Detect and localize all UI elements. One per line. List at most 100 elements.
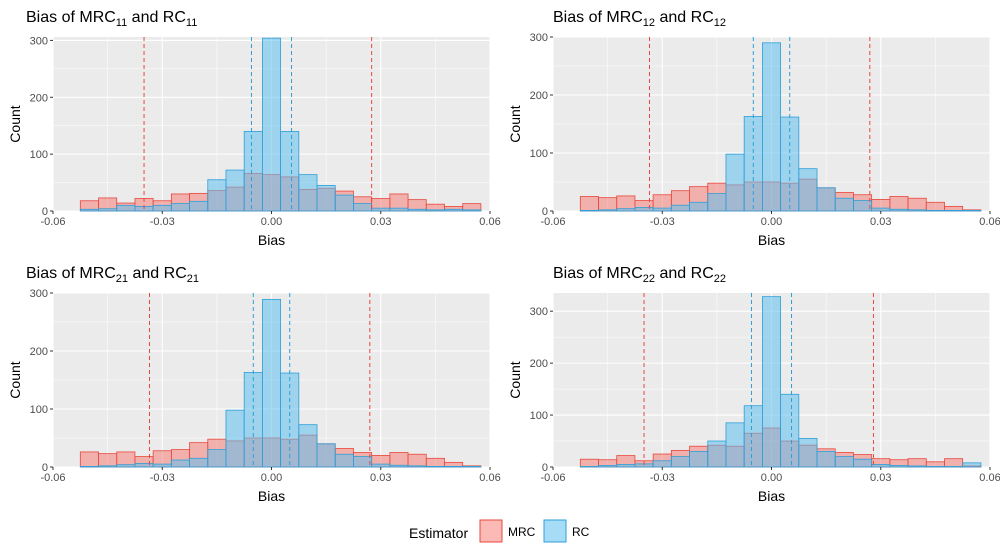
bar-rc — [462, 209, 482, 212]
legend-label-mrc: MRC — [508, 525, 536, 539]
x-tick-label: 0.06 — [979, 216, 1000, 228]
bar-mrc — [598, 197, 618, 212]
legend-label-rc: RC — [572, 525, 590, 539]
bar-rc — [834, 456, 854, 468]
bar-mrc — [389, 452, 409, 468]
x-tick-label: -0.06 — [40, 216, 65, 228]
y-tick-label: 100 — [30, 149, 48, 161]
bar-rc — [689, 451, 709, 468]
y-tick-label: 100 — [30, 404, 48, 416]
bar-rc — [170, 203, 190, 212]
y-tick-label: 0 — [42, 206, 48, 218]
x-axis-label: Bias — [758, 488, 785, 504]
bar-rc — [780, 393, 800, 468]
title-text: Bias of MRC — [26, 9, 116, 26]
x-tick-label: 0.00 — [761, 472, 782, 484]
y-tick-label: 0 — [42, 462, 48, 474]
panel-1: Bias of MRC11 and RC11-0.06 -0.03 0.00 0.03… — [7, 9, 501, 248]
bar-rc — [652, 207, 672, 212]
legend-key-mrc — [479, 519, 503, 543]
bar-rc — [707, 193, 727, 212]
x-tick-label: 0.03 — [870, 216, 891, 228]
bar-rc — [853, 458, 873, 468]
title-text: Bias of MRC — [553, 9, 643, 26]
bar-rc — [962, 210, 982, 212]
x-axis-label: Bias — [758, 232, 785, 248]
bar-rc — [79, 208, 99, 212]
y-tick-label: 300 — [530, 306, 548, 318]
bar-rc — [598, 465, 618, 468]
bar-rc — [907, 209, 927, 212]
y-axis-label: Count — [507, 105, 523, 142]
bar-rc — [462, 466, 482, 468]
bar-mrc — [925, 201, 945, 212]
bar-rc — [761, 42, 782, 212]
panel-title: Bias of MRC21 and RC21 — [26, 265, 199, 285]
bar-rc — [371, 207, 391, 212]
bar-rc — [707, 440, 727, 468]
bar-rc — [925, 210, 945, 212]
bar-rc — [725, 422, 745, 468]
bar-rc — [907, 465, 927, 468]
bar-rc — [598, 209, 618, 212]
x-tick-label: -0.06 — [40, 472, 65, 484]
bar-rc — [798, 168, 818, 212]
bar-mrc — [425, 457, 445, 468]
bar-rc — [316, 185, 336, 212]
bar-rc — [334, 453, 354, 468]
bar-rc — [261, 37, 282, 212]
bar-rc — [116, 464, 136, 468]
bar-rc — [444, 208, 464, 212]
y-tick-label: 100 — [530, 410, 548, 422]
bar-mrc — [79, 451, 99, 468]
bar-rc — [689, 201, 709, 212]
bar-rc — [298, 174, 318, 212]
bar-rc — [407, 208, 427, 212]
bar-rc — [761, 296, 782, 468]
y-tick-label: 0 — [542, 462, 548, 474]
y-tick-label: 200 — [530, 358, 548, 370]
x-tick-label: -0.06 — [540, 472, 565, 484]
bar-mrc — [407, 453, 427, 468]
y-tick-label: 300 — [530, 32, 548, 44]
bar-rc — [962, 462, 982, 468]
y-tick-label: 300 — [30, 35, 48, 47]
bar-rc — [225, 169, 245, 212]
x-tick-label: 0.03 — [370, 216, 391, 228]
bar-rc — [407, 465, 427, 468]
bar-rc — [389, 464, 409, 468]
y-axis-label: Count — [7, 361, 23, 398]
bar-rc — [353, 456, 373, 468]
bar-rc — [189, 457, 209, 468]
bar-rc — [670, 456, 690, 468]
bar-rc — [207, 449, 227, 468]
x-tick-label: -0.03 — [150, 472, 175, 484]
bar-mrc — [579, 196, 599, 212]
panel-title: Bias of MRC11 and RC11 — [26, 9, 197, 29]
x-tick-label: 0.06 — [479, 472, 500, 484]
y-tick-label: 0 — [542, 206, 548, 218]
title-text: and RC — [655, 265, 714, 282]
title-subscript: 11 — [186, 17, 197, 29]
bar-rc — [579, 210, 599, 212]
panel-3: Bias of MRC21 and RC21-0.06 -0.03 0.00 0.03… — [7, 265, 501, 504]
x-tick-label: 0.00 — [261, 216, 282, 228]
x-axis-label: Bias — [258, 488, 285, 504]
bar-rc — [816, 451, 836, 468]
title-text: Bias of MRC — [553, 265, 643, 282]
bar-rc — [725, 153, 745, 212]
x-tick-label: -0.06 — [540, 216, 565, 228]
x-tick-label: 0.03 — [370, 472, 391, 484]
bar-mrc — [889, 196, 909, 212]
bar-mrc — [98, 453, 118, 468]
y-tick-label: 200 — [30, 346, 48, 358]
bar-rc — [853, 200, 873, 212]
bar-rc — [334, 194, 354, 212]
legend-title: Estimator — [409, 525, 468, 541]
bar-rc — [389, 207, 409, 212]
y-tick-label: 300 — [30, 288, 48, 300]
bar-rc — [652, 460, 672, 468]
panel-2: Bias of MRC12 and RC12-0.06 -0.03 0.00 0.03… — [507, 9, 1000, 248]
bar-mrc — [907, 197, 927, 212]
x-tick-label: -0.03 — [650, 472, 675, 484]
